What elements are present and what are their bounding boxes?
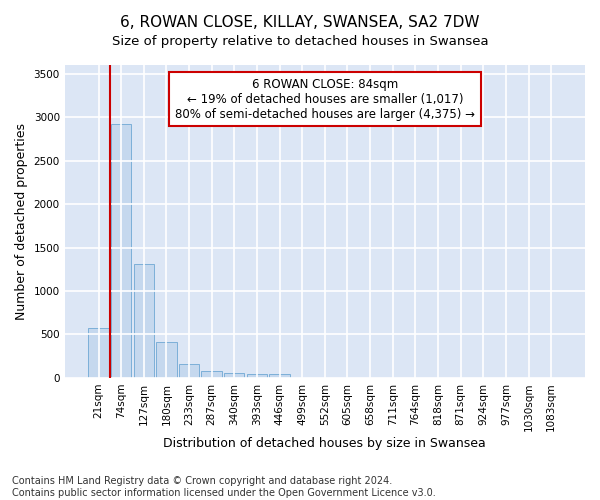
Bar [202, 371, 222, 378]
Bar [156, 342, 176, 378]
Text: Size of property relative to detached houses in Swansea: Size of property relative to detached ho… [112, 35, 488, 48]
Bar [111, 124, 131, 378]
Bar [134, 264, 154, 378]
Text: 6, ROWAN CLOSE, KILLAY, SWANSEA, SA2 7DW: 6, ROWAN CLOSE, KILLAY, SWANSEA, SA2 7DW [120, 15, 480, 30]
Bar [179, 364, 199, 378]
Bar [269, 374, 290, 378]
Bar [88, 328, 109, 378]
Bar [247, 374, 267, 378]
Text: 6 ROWAN CLOSE: 84sqm
← 19% of detached houses are smaller (1,017)
80% of semi-de: 6 ROWAN CLOSE: 84sqm ← 19% of detached h… [175, 78, 475, 120]
Bar [224, 373, 244, 378]
X-axis label: Distribution of detached houses by size in Swansea: Distribution of detached houses by size … [163, 437, 486, 450]
Text: Contains HM Land Registry data © Crown copyright and database right 2024.
Contai: Contains HM Land Registry data © Crown c… [12, 476, 436, 498]
Y-axis label: Number of detached properties: Number of detached properties [15, 123, 28, 320]
